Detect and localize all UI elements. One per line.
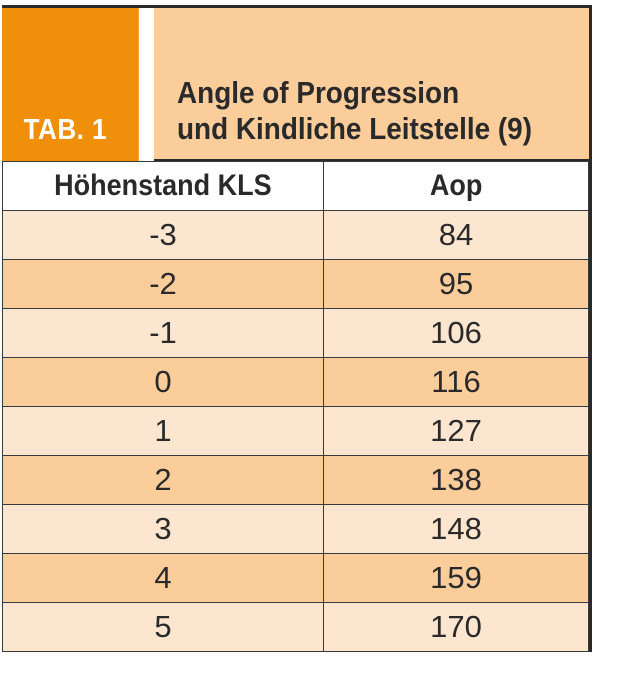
table-row: 2 138	[2, 455, 589, 505]
cell-aop: 116	[323, 357, 589, 407]
column-header-aop: Aop	[323, 161, 589, 211]
cell-aop: 106	[323, 308, 589, 358]
table-row: -1 106	[2, 308, 589, 358]
table-header-row: Höhenstand KLS Aop	[2, 161, 589, 211]
cell-aop: 138	[323, 455, 589, 505]
cell-kls: -2	[2, 259, 324, 309]
cell-aop: 148	[323, 504, 589, 554]
cell-kls: 3	[2, 504, 324, 554]
table-title: Angle of Progression und Kindliche Leits…	[154, 8, 589, 161]
cell-kls: -1	[2, 308, 324, 358]
cell-kls: 5	[2, 602, 324, 652]
cell-kls: 4	[2, 553, 324, 603]
table-number-label: TAB. 1	[2, 8, 139, 161]
cell-kls: 0	[2, 357, 324, 407]
column-header-kls: Höhenstand KLS	[2, 161, 324, 211]
cell-kls: -3	[2, 210, 324, 260]
table-row: 5 170	[2, 602, 589, 652]
table-row: -3 84	[2, 210, 589, 260]
table-row: 3 148	[2, 504, 589, 554]
table-header-banner: TAB. 1 Angle of Progression und Kindlich…	[2, 8, 589, 161]
data-table: Höhenstand KLS Aop -3 84 -2 95 -1 106 0 …	[2, 161, 589, 652]
cell-aop: 170	[323, 602, 589, 652]
table-row: 4 159	[2, 553, 589, 603]
table-row: 0 116	[2, 357, 589, 407]
cell-aop: 95	[323, 259, 589, 309]
table-title-line-1: Angle of Progression	[177, 75, 460, 110]
cell-aop: 127	[323, 406, 589, 456]
cell-aop: 84	[323, 210, 589, 260]
table-row: -2 95	[2, 259, 589, 309]
cell-aop: 159	[323, 553, 589, 603]
cell-kls: 2	[2, 455, 324, 505]
cell-kls: 1	[2, 406, 324, 456]
table-title-line-2: und Kindliche Leitstelle (9)	[177, 111, 532, 146]
table-row: 1 127	[2, 406, 589, 456]
table-figure: TAB. 1 Angle of Progression und Kindlich…	[2, 5, 592, 652]
